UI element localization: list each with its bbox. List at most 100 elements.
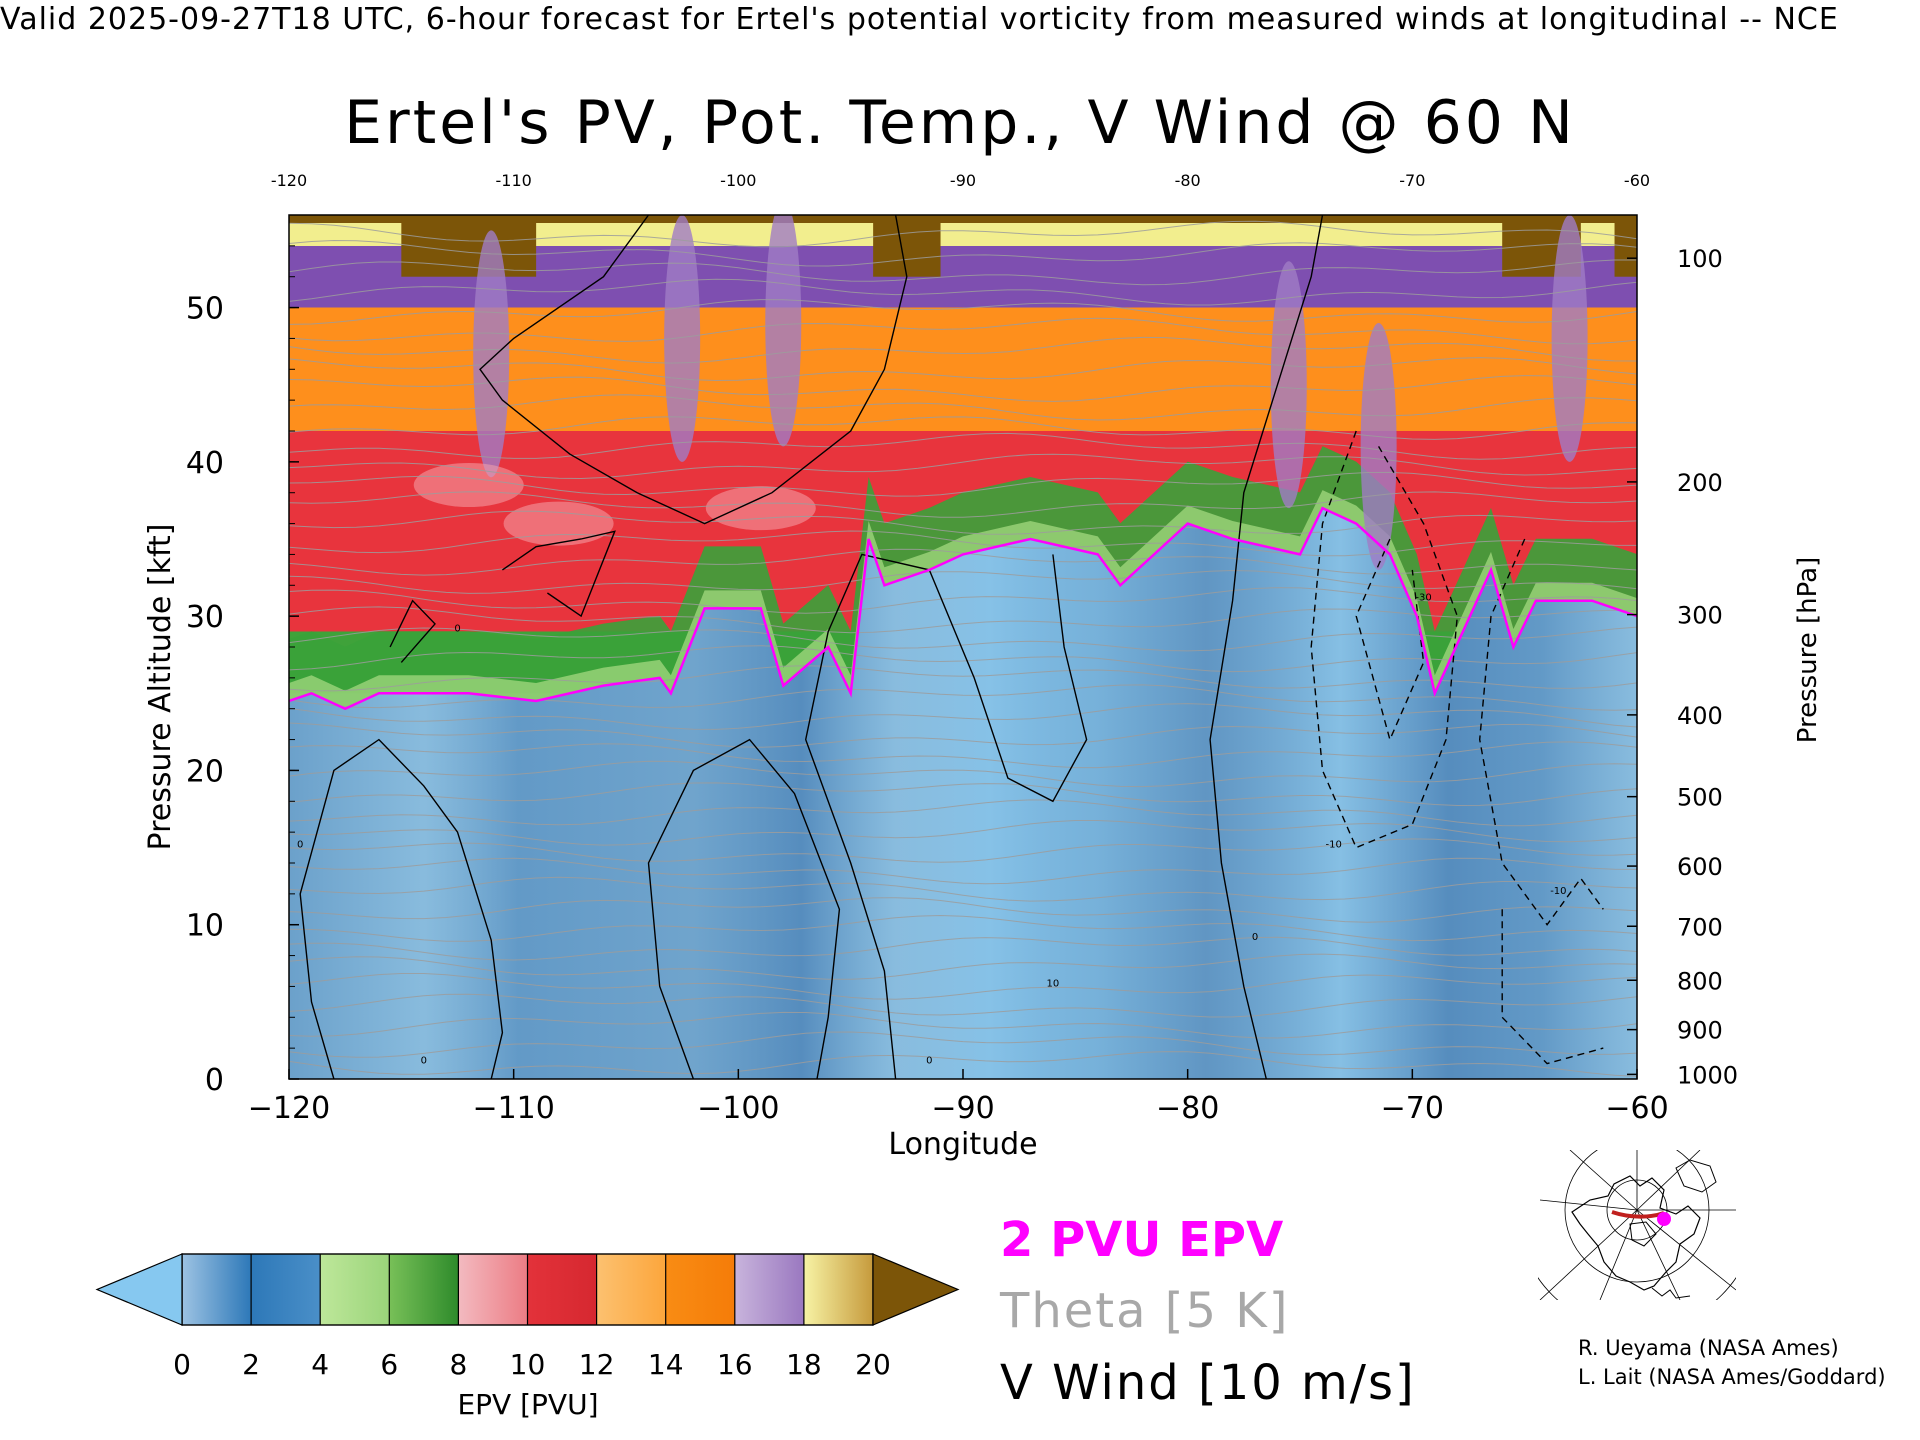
map-meridian (1569, 1150, 1638, 1211)
pressure-tick-label: 100 (1677, 245, 1723, 273)
x-tick-label: −90 (931, 1091, 994, 1126)
vwind-contour-dashed (1310, 430, 1459, 849)
colorbar-bin (596, 1254, 666, 1325)
vwind-contour-label: 0 (421, 1056, 427, 1067)
legend-2pvu-label: 2 PVU EPV (1000, 1212, 1284, 1268)
x-top-tick-label: -90 (950, 171, 976, 190)
theta-contour (289, 914, 1637, 942)
theta-contour (289, 569, 1637, 594)
map-coastline (1571, 1175, 1701, 1291)
inset-map (1538, 1150, 1736, 1300)
plot-area: 0 0 0 0 10 -10 -10 -30 0 (289, 215, 1637, 1079)
credit-line-2: L. Lait (NASA Ames/Goddard) (1578, 1365, 1886, 1389)
colorbar-bin (389, 1254, 459, 1325)
theta-contour (289, 1051, 1637, 1077)
theta-contour (289, 626, 1637, 652)
light-green-epv-band (289, 490, 1637, 709)
map-location-marker (1657, 1212, 1671, 1226)
brown-epv-column (873, 215, 941, 277)
y-tick-label: 40 (186, 446, 224, 481)
map-greenland (1675, 1159, 1717, 1193)
theta-contour (289, 239, 1637, 267)
x-top-tick-label: -80 (1175, 171, 1201, 190)
theta-contour (289, 897, 1637, 923)
y-tick-label: 50 (186, 292, 224, 327)
colorbar-tick-label: 0 (173, 1348, 191, 1381)
vwind-contour-solid (502, 530, 616, 618)
colorbar-tick-label: 6 (380, 1348, 398, 1381)
vwind-contour-solid (299, 738, 504, 1079)
x-tick-label: −120 (248, 1091, 330, 1126)
legend-vwind-label: V Wind [10 m/s] (1000, 1355, 1416, 1411)
theta-contour (289, 703, 1637, 730)
theta-contour (289, 1031, 1637, 1058)
colorbar-tick-label: 18 (786, 1348, 822, 1381)
map-meridian (1539, 1199, 1638, 1211)
vwind-contour-dashed (1501, 909, 1604, 1065)
vwind-contour-label: 10 (1046, 978, 1059, 989)
colorbar-bin (458, 1254, 528, 1325)
y-tick-label: 0 (205, 1063, 224, 1098)
pink-epv-patch (413, 463, 524, 507)
pressure-tick-label: 400 (1677, 702, 1723, 730)
colorbar-tick-label: 4 (311, 1348, 329, 1381)
purple-epv-intrusion (1270, 261, 1307, 509)
theta-contour (289, 491, 1637, 518)
theta-contour (289, 453, 1637, 480)
theta-contour (289, 760, 1637, 788)
colorbar-tick-label: 16 (717, 1348, 753, 1381)
vwind-contour-label: -10 (1326, 840, 1342, 851)
colorbar-tick-label: 12 (579, 1348, 615, 1381)
purple-epv-intrusion (1551, 215, 1588, 462)
colorbar-tick-label: 8 (449, 1348, 467, 1381)
theta-contour (289, 416, 1637, 440)
theta-contour (289, 394, 1637, 421)
theta-contour (289, 530, 1637, 557)
colorbar-tick-label: 10 (510, 1348, 546, 1381)
vwind-contour-label: 0 (454, 624, 460, 635)
vwind-contour-label: 0 (297, 840, 303, 851)
theta-contour (289, 799, 1637, 827)
pressure-tick-label: 900 (1677, 1017, 1723, 1045)
x-top-tick-label: -60 (1624, 171, 1650, 190)
colorbar-bin (527, 1254, 597, 1325)
theta-contour (289, 741, 1637, 769)
y-axis-label: Pressure Altitude [kft] (143, 524, 178, 851)
colorbar: 0 2 4 6 8 10 12 14 16 18 20 EPV [PVU] (95, 1253, 960, 1421)
theta-contour (289, 336, 1637, 364)
vwind-contour-solid (1209, 215, 1324, 1079)
pressure-axis-label: Pressure [hPa] (1793, 557, 1823, 744)
colorbar-bin (734, 1254, 804, 1325)
theta-contour (289, 606, 1637, 634)
theta-contour (289, 259, 1637, 286)
colorbar-tick-label: 14 (648, 1348, 684, 1381)
y-tick-label: 10 (186, 909, 224, 944)
vwind-contours: 0 0 0 0 10 -10 -10 -30 0 (297, 215, 1604, 1079)
pressure-tick-label: 300 (1677, 602, 1723, 630)
pressure-tick-label: 800 (1677, 967, 1723, 995)
y-tick-label: 20 (186, 754, 224, 789)
colorbar-high-arrow (872, 1253, 960, 1326)
map-meridian (1599, 1209, 1638, 1300)
vwind-contour-label: -10 (1550, 886, 1566, 897)
header-line: Valid 2025-09-27T18 UTC, 6-hour forecast… (0, 2, 1839, 37)
pressure-tick-label: 600 (1677, 853, 1723, 881)
pink-epv-patch (705, 486, 816, 531)
theta-contour (289, 278, 1637, 306)
theta-contour (289, 317, 1637, 345)
x-tick-label: −70 (1381, 1091, 1444, 1126)
theta-contour (289, 993, 1637, 1018)
axes: −120 −110 −100 −90 −80 −70 −60-120 -110 -100 -90-… (143, 171, 1823, 1162)
map-hudson-bay (1629, 1221, 1657, 1247)
vwind-contour-label: -30 (1415, 593, 1431, 604)
pressure-tick-label: 500 (1677, 784, 1723, 812)
theta-contour (289, 820, 1637, 846)
vwind-contour-label: 0 (926, 1056, 932, 1067)
theta-contour (289, 375, 1637, 402)
theta-contour (289, 838, 1637, 863)
x-top-tick-label: -70 (1399, 171, 1425, 190)
theta-contour (289, 299, 1637, 325)
theta-contour (289, 973, 1637, 1000)
theta-contour (289, 1011, 1637, 1039)
theta-contour (289, 357, 1637, 382)
